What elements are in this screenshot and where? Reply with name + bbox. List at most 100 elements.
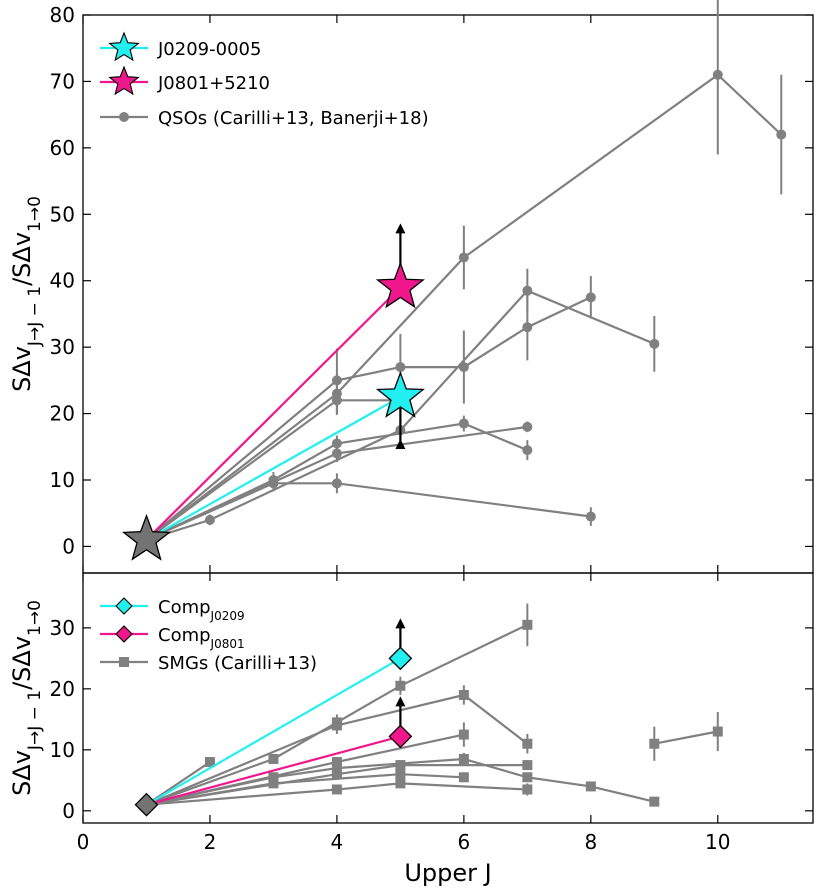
data-point — [204, 514, 215, 525]
y-axis-label: SΔvJ→J − 1/SΔv1→0 — [8, 600, 45, 796]
data-point — [522, 285, 533, 296]
lower-limit-arrow-head — [395, 223, 406, 234]
highlight-star — [375, 371, 425, 418]
lower-limit-arrow-head — [395, 696, 406, 707]
legend-label: CompJ0801 — [158, 625, 245, 651]
lower-limit-arrow-head — [395, 618, 406, 629]
x-axis-label: Upper J — [404, 859, 491, 887]
data-point — [395, 680, 406, 691]
data-point — [458, 753, 469, 764]
x-tick-label: 2 — [204, 830, 217, 854]
highlight-line — [146, 735, 401, 806]
y-tick-label: 10 — [50, 738, 75, 762]
data-point — [649, 338, 660, 349]
legend-diamond-icon — [115, 597, 133, 615]
data-point — [458, 252, 469, 263]
data-point — [331, 769, 342, 780]
data-point — [712, 69, 723, 80]
data-point — [268, 478, 279, 489]
y-tick-label: 30 — [50, 335, 75, 359]
data-point — [458, 418, 469, 429]
data-point — [458, 362, 469, 373]
data-point — [331, 720, 342, 731]
data-point — [268, 772, 279, 783]
data-point — [585, 781, 596, 792]
data-point — [585, 511, 596, 522]
data-point — [522, 421, 533, 432]
legend-diamond-icon — [115, 625, 133, 643]
y-tick-label: 0 — [62, 799, 75, 823]
data-point — [522, 760, 533, 771]
legend-label-text: Comp — [158, 625, 211, 646]
series-line — [654, 730, 719, 745]
top-panel: 0 10 20 30 40 50 60 70 80 SΔvJ→J − 1/SΔv1→0 J0209-… — [8, 0, 814, 574]
data-point — [776, 129, 787, 140]
y-axis-label-part: SΔv — [8, 346, 36, 392]
highlight-star — [375, 261, 425, 309]
y-axis-label-part: SΔv — [8, 750, 36, 796]
legend-label-subscript: J0209 — [210, 609, 245, 623]
data-point — [585, 292, 596, 303]
y-axis-label-part: J→J − 1 — [25, 690, 45, 751]
data-point — [268, 778, 279, 789]
data-point — [458, 689, 469, 700]
data-point — [522, 784, 533, 795]
y-axis-label: SΔvJ→J − 1/SΔv1→0 — [8, 196, 45, 392]
series-line — [146, 773, 464, 806]
y-tick-label: 20 — [50, 402, 75, 426]
y-tick-label: 70 — [50, 69, 75, 93]
x-tick-label: 10 — [705, 830, 730, 854]
y-tick-label: 50 — [50, 202, 75, 226]
highlight-line — [145, 396, 401, 541]
upper-arrow-head — [395, 438, 406, 449]
plot-frame — [82, 572, 814, 824]
data-point — [522, 445, 533, 456]
data-point — [268, 753, 279, 764]
data-point — [522, 738, 533, 749]
legend-star-icon — [108, 65, 140, 96]
legend-square-icon — [119, 657, 129, 667]
series-line — [145, 296, 592, 541]
data-point — [331, 478, 342, 489]
data-point — [395, 769, 406, 780]
y-axis-label-part: J→J − 1 — [25, 286, 45, 347]
y-tick-label: 30 — [50, 616, 75, 640]
y-tick-label: 0 — [62, 534, 75, 558]
highlight-line — [145, 657, 401, 806]
data-point — [331, 448, 342, 459]
y-axis-label-part: /SΔv — [8, 636, 36, 690]
series-line — [146, 482, 591, 541]
y-tick-label: 80 — [50, 3, 75, 27]
legend-label-text: SMGs (Carilli+13) — [158, 653, 317, 674]
y-tick-label: 20 — [50, 677, 75, 701]
data-point — [204, 757, 215, 768]
data-point — [331, 757, 342, 768]
data-point — [458, 729, 469, 740]
x-tick-label: 6 — [458, 830, 471, 854]
x-tick-label: 4 — [331, 830, 344, 854]
x-tick-label: 0 — [77, 830, 90, 854]
data-point — [331, 375, 342, 386]
legend-label-text: QSOs (Carilli+13, Banerji+18) — [158, 108, 429, 129]
y-tick-label: 60 — [50, 136, 75, 160]
legend-label: SMGs (Carilli+13) — [158, 653, 317, 674]
data-point — [331, 438, 342, 449]
data-point — [331, 784, 342, 795]
legend-label: J0801+5210 — [157, 73, 270, 94]
y-axis-label-part: 1→0 — [25, 196, 45, 232]
data-point — [649, 796, 660, 807]
legend-circle-icon — [119, 112, 129, 122]
y-axis-label-part: /SΔv — [8, 232, 36, 286]
x-tick-label: 8 — [584, 830, 597, 854]
legend-label: QSOs (Carilli+13, Banerji+18) — [158, 108, 429, 129]
anchor-star — [121, 513, 172, 561]
highlight-diamond — [388, 646, 413, 671]
legend-label-text: Comp — [158, 597, 211, 618]
data-point — [522, 772, 533, 783]
highlight-line — [145, 286, 402, 541]
legend-star-icon — [108, 31, 140, 62]
plot-frame — [82, 14, 814, 574]
data-point — [331, 395, 342, 406]
y-tick-label: 40 — [50, 269, 75, 293]
